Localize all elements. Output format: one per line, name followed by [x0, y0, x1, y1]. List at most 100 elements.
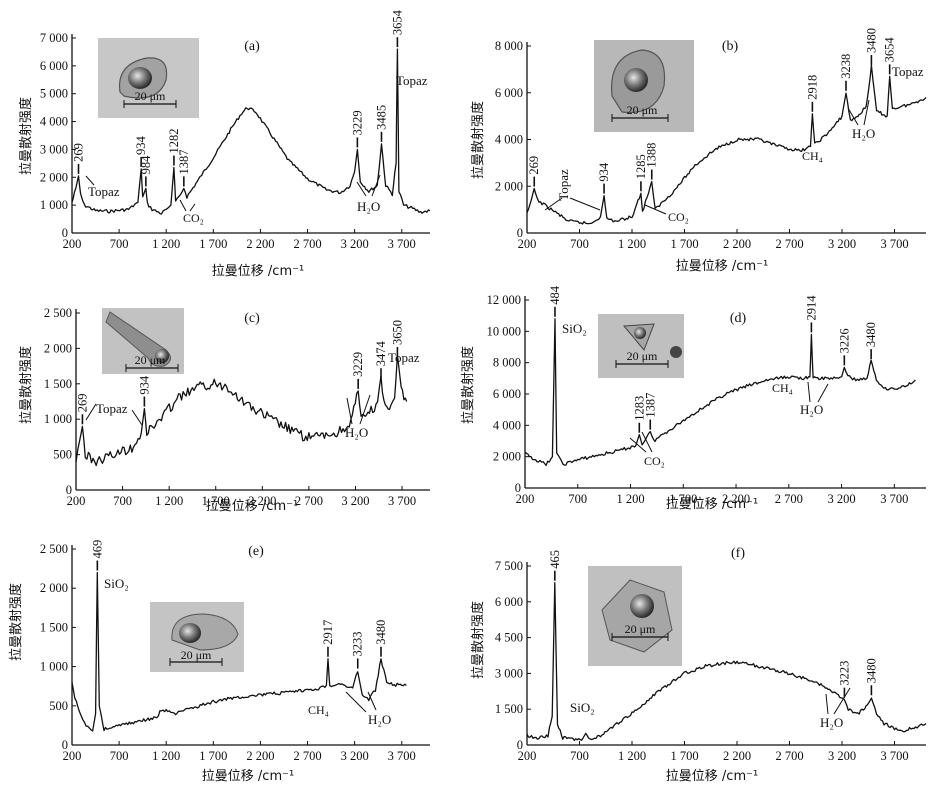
peak-label: 3474 — [374, 341, 388, 367]
x-tick-label: 3 200 — [341, 494, 369, 508]
panel-d: 拉曼散射强度 拉曼位移 /cm⁻¹ (d) 20 μm SiO₂ CO₂ CH₄… — [460, 285, 926, 512]
annotation-sio2: SiO₂ — [562, 321, 587, 336]
panel-c: 拉曼散射强度 拉曼位移 /cm⁻¹ (c) 20 μm Topaz Topaz … — [18, 306, 430, 514]
annotation-ch4: CH₄ — [802, 149, 823, 163]
inset-photo: 20 μm — [150, 602, 244, 672]
inset-photo: 20 μm — [98, 38, 199, 118]
peak-label: 1387 — [643, 393, 657, 418]
x-tick-label: 700 — [570, 749, 589, 763]
x-tick-label: 1 200 — [152, 237, 180, 251]
y-tick-label: 0 — [66, 483, 72, 497]
panel-label: (f) — [731, 546, 745, 561]
annotation-arrow — [569, 197, 601, 211]
y-tick-label: 12 000 — [487, 293, 521, 307]
x-tick-label: 200 — [63, 749, 82, 763]
x-tick-label: 1 200 — [152, 749, 180, 763]
annotation-topaz: Topaz — [96, 401, 128, 416]
panel-f: 拉曼散射强度 拉曼位移 /cm⁻¹ (f) 20 μm SiO₂ H₂O 200… — [470, 546, 927, 784]
annotation-topaz: Topaz — [88, 184, 120, 199]
inset-photo: 20 μm — [102, 308, 184, 374]
x-tick-label: 2 200 — [248, 494, 276, 508]
x-tick-label: 700 — [113, 494, 132, 508]
annotation-arrow — [356, 181, 367, 197]
y-tick-label: 2 000 — [40, 170, 68, 184]
panel-a: 拉曼散射强度 拉曼位移 /cm⁻¹ (a) 20 μm Topaz Topaz … — [18, 9, 431, 279]
x-tick-label: 1 200 — [618, 237, 646, 251]
y-axis-label: 拉曼散射强度 — [470, 101, 486, 179]
x-tick-label: 2 700 — [293, 237, 321, 251]
y-tick-label: 4 500 — [495, 631, 523, 645]
annotation-topaz: Topaz — [388, 350, 420, 365]
peak-label: 269 — [75, 394, 89, 413]
annotation-arrow — [833, 687, 851, 715]
x-tick-label: 1 200 — [616, 492, 644, 506]
annotation-arrow — [85, 175, 95, 186]
spectrum-line — [526, 582, 927, 741]
y-tick-label: 4 000 — [493, 418, 521, 432]
peak-label: 1285 — [634, 154, 648, 179]
peak-label: 3229 — [351, 352, 365, 377]
y-tick-label: 6 000 — [495, 595, 523, 609]
peak-label: 3238 — [839, 54, 853, 79]
y-tick-label: 2 000 — [495, 179, 523, 193]
x-tick-label: 700 — [568, 492, 587, 506]
annotation-topaz: Topaz — [396, 73, 428, 88]
y-tick-label: 7 500 — [495, 559, 523, 573]
x-tick-label: 200 — [67, 494, 86, 508]
x-axis-label: 拉曼位移 /cm⁻¹ — [666, 769, 758, 784]
panel-label: (d) — [730, 311, 747, 326]
scale-label: 20 μm — [625, 622, 656, 636]
annotation-h2o: H₂O — [800, 402, 823, 417]
panel-label: (a) — [244, 39, 260, 54]
x-tick-label: 3 200 — [828, 492, 856, 506]
peak-label: 3223 — [837, 661, 851, 686]
y-axis-label: 拉曼散射强度 — [460, 346, 476, 424]
y-tick-label: 1 000 — [44, 412, 72, 426]
annotation-arrow — [367, 691, 377, 711]
scale-label: 20 μm — [135, 89, 166, 103]
peak-label: 3480 — [864, 658, 878, 683]
y-tick-label: 3 000 — [40, 142, 68, 156]
y-tick-label: 8 000 — [493, 356, 521, 370]
peak-label: 3654 — [883, 37, 897, 63]
peak-label: 1283 — [632, 396, 646, 421]
peak-label: 1387 — [177, 149, 191, 174]
y-tick-label: 2 500 — [40, 542, 68, 556]
y-tick-label: 1 500 — [44, 377, 72, 391]
x-tick-label: 700 — [110, 749, 129, 763]
annotation-arrow — [847, 107, 859, 126]
peak-label: 934 — [137, 375, 151, 395]
peak-label: 3650 — [390, 320, 404, 345]
spectrum-line — [526, 64, 927, 225]
annotation-arrow — [629, 437, 647, 453]
y-tick-label: 4 000 — [40, 115, 68, 129]
x-tick-label: 3 700 — [388, 237, 416, 251]
x-axis-label: 拉曼位移 /cm⁻¹ — [666, 497, 758, 512]
y-tick-label: 7 000 — [40, 31, 68, 45]
scale-label: 20 μm — [627, 103, 658, 117]
annotation-h2o: H₂O — [357, 199, 380, 214]
annotation-topaz: Topaz — [892, 64, 924, 79]
peak-label: 269 — [527, 156, 541, 175]
y-tick-label: 500 — [53, 448, 72, 462]
annotation-h2o: H₂O — [852, 126, 875, 141]
scale-label: 20 μm — [627, 349, 658, 363]
y-tick-label: 3 000 — [495, 666, 523, 680]
peak-label: 1282 — [167, 129, 181, 154]
annotation-ch4: CH₄ — [772, 381, 793, 395]
panel-e: 拉曼散射强度 拉曼位移 /cm⁻¹ (e) 20 μm SiO₂ CH₄ H₂O… — [8, 540, 430, 784]
peak-label: 2914 — [804, 295, 818, 321]
x-tick-label: 200 — [63, 237, 82, 251]
x-tick-label: 2 700 — [775, 749, 803, 763]
peak-label: 3654 — [390, 9, 404, 35]
y-tick-label: 0 — [515, 481, 521, 495]
annotation-co2: CO₂ — [183, 211, 204, 225]
inset-photo: 20 μm — [598, 314, 684, 378]
x-tick-label: 3 700 — [880, 492, 908, 506]
y-tick-label: 1 000 — [40, 198, 68, 212]
peak-label: 3226 — [837, 328, 851, 353]
y-tick-label: 1 000 — [40, 660, 68, 674]
x-tick-label: 1 700 — [199, 237, 227, 251]
y-tick-label: 2 000 — [493, 450, 521, 464]
